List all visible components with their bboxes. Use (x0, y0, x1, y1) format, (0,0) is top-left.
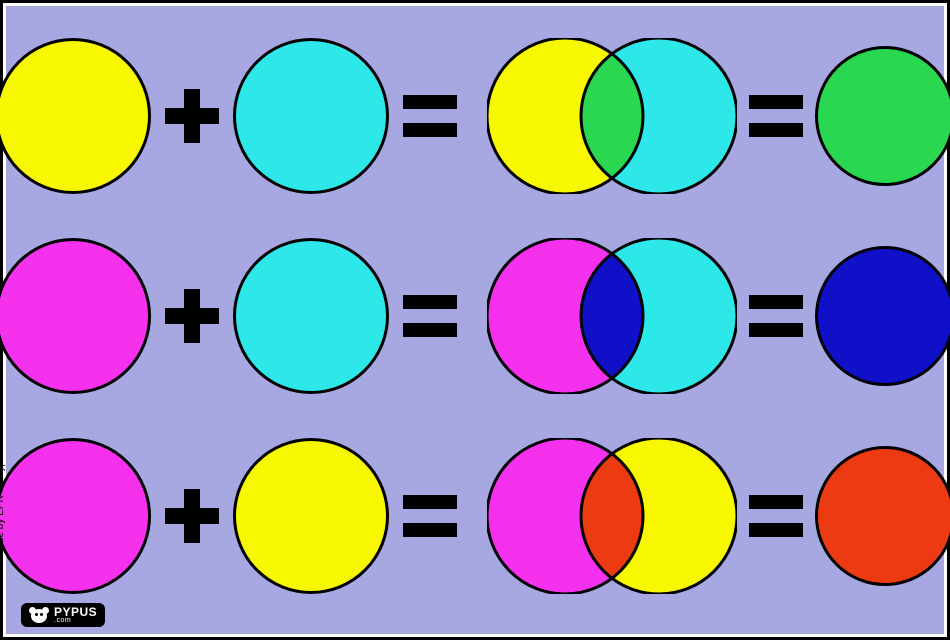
equals-operator (749, 295, 803, 337)
venn-overlap (487, 38, 737, 194)
badge-text: PYPUS .com (54, 607, 97, 624)
color-equation-row (6, 231, 944, 401)
result-circle (815, 446, 950, 586)
credit-text: Made by EPR for Pypus.com (0, 429, 6, 557)
equals-operator (403, 295, 457, 337)
color-b-circle (233, 238, 389, 394)
outer-frame: Made by EPR for Pypus.com PYPUS .com (0, 0, 950, 640)
color-a-circle (0, 238, 151, 394)
equals-operator (403, 495, 457, 537)
venn-overlap (487, 238, 737, 394)
equals-operator (749, 495, 803, 537)
color-b-circle (233, 438, 389, 594)
color-equation-row (6, 431, 944, 601)
result-circle (815, 46, 950, 186)
equals-operator (403, 95, 457, 137)
venn-overlap (487, 438, 737, 594)
plus-operator (165, 89, 219, 143)
equals-operator (749, 95, 803, 137)
plus-operator (165, 489, 219, 543)
diagram-canvas (6, 6, 944, 634)
plus-operator (165, 289, 219, 343)
color-equation-row (6, 31, 944, 201)
pypus-bear-icon (29, 607, 49, 625)
color-a-circle (0, 438, 151, 594)
color-b-circle (233, 38, 389, 194)
color-a-circle (0, 38, 151, 194)
pypus-badge: PYPUS .com (21, 603, 105, 627)
result-circle (815, 246, 950, 386)
badge-sub: .com (54, 618, 97, 624)
